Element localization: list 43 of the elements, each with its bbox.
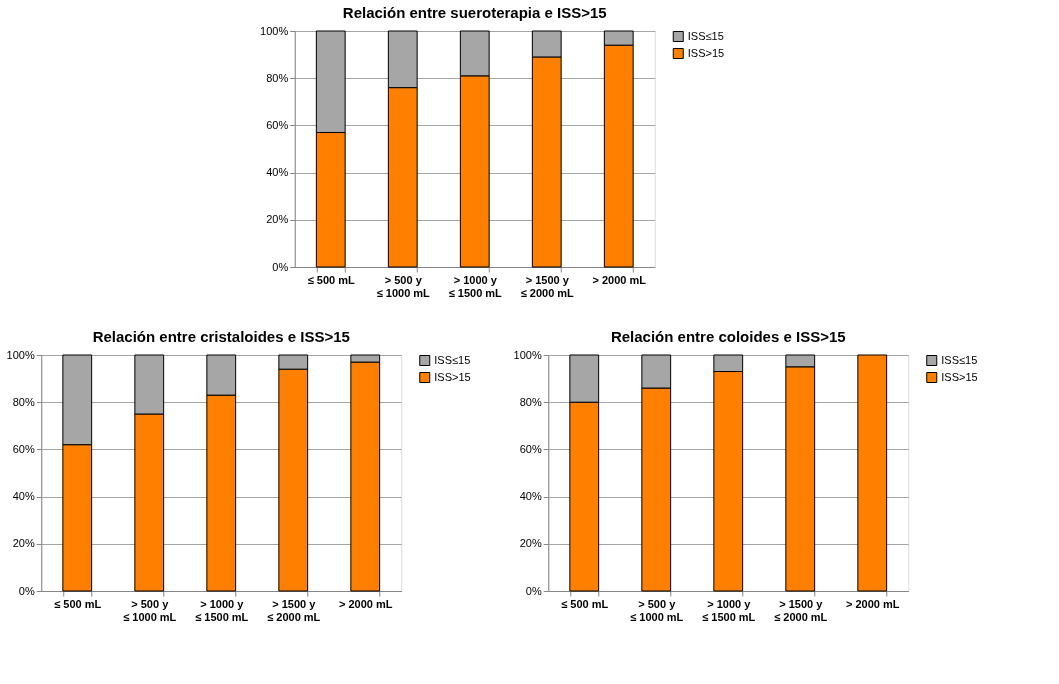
y-tick-label: 80% — [519, 395, 542, 408]
x-tick-label: > 1500 y ≤ 2000 mL — [774, 597, 828, 623]
y-tick-label: 60% — [266, 118, 289, 131]
y-tick-label: 60% — [519, 442, 542, 455]
y-tick-label: 0% — [18, 584, 35, 597]
x-tick-label: > 1500 y ≤ 2000 mL — [267, 597, 321, 623]
y-tick-label: 40% — [12, 490, 35, 503]
y-tick-label: 100% — [513, 348, 542, 361]
y-tick-label: 20% — [519, 537, 542, 550]
x-tick-label: > 2000 mL — [338, 597, 393, 610]
y-tick-label: 40% — [519, 490, 542, 503]
x-tick-label: > 500 y ≤ 1000 mL — [630, 597, 684, 623]
x-tick-label: > 1000 y ≤ 1500 mL — [195, 597, 249, 623]
y-tick-label: 0% — [272, 260, 289, 273]
x-tick-label: > 1000 y ≤ 1500 mL — [702, 597, 756, 623]
chart-title: Relación entre coloides e ISS>15 — [610, 328, 846, 345]
x-tick-label: > 1000 y ≤ 1500 mL — [448, 273, 503, 299]
y-tick-label: 20% — [266, 213, 289, 226]
x-tick-label: ≤ 500 mL — [307, 273, 356, 286]
y-tick-label: 100% — [6, 348, 35, 361]
legend-label: ISS≤15 — [941, 353, 978, 366]
chart-title: Relación entre cristaloides e ISS>15 — [92, 328, 350, 345]
y-tick-label: 20% — [12, 537, 35, 550]
legend-label: ISS>15 — [434, 370, 471, 383]
x-tick-label: ≤ 500 mL — [54, 597, 102, 610]
legend-label: ISS≤15 — [434, 353, 471, 366]
x-tick-label: > 2000 mL — [592, 273, 647, 286]
y-tick-label: 0% — [525, 584, 542, 597]
legend-label: ISS≤15 — [687, 29, 724, 42]
x-tick-label: ≤ 500 mL — [561, 597, 609, 610]
x-tick-label: > 1500 y ≤ 2000 mL — [520, 273, 575, 299]
y-tick-label: 60% — [12, 442, 35, 455]
y-tick-label: 80% — [12, 395, 35, 408]
x-tick-label: > 500 y ≤ 1000 mL — [376, 273, 431, 299]
y-tick-label: 80% — [266, 71, 289, 84]
legend-label: ISS>15 — [941, 370, 978, 383]
y-tick-label: 40% — [266, 166, 289, 179]
x-tick-label: > 500 y ≤ 1000 mL — [123, 597, 177, 623]
legend-label: ISS>15 — [687, 46, 725, 59]
x-tick-label: > 2000 mL — [845, 597, 900, 610]
bar — [857, 354, 888, 592]
chart-title: Relación entre sueroterapia e ISS>15 — [342, 4, 607, 21]
y-tick-label: 100% — [260, 24, 289, 37]
